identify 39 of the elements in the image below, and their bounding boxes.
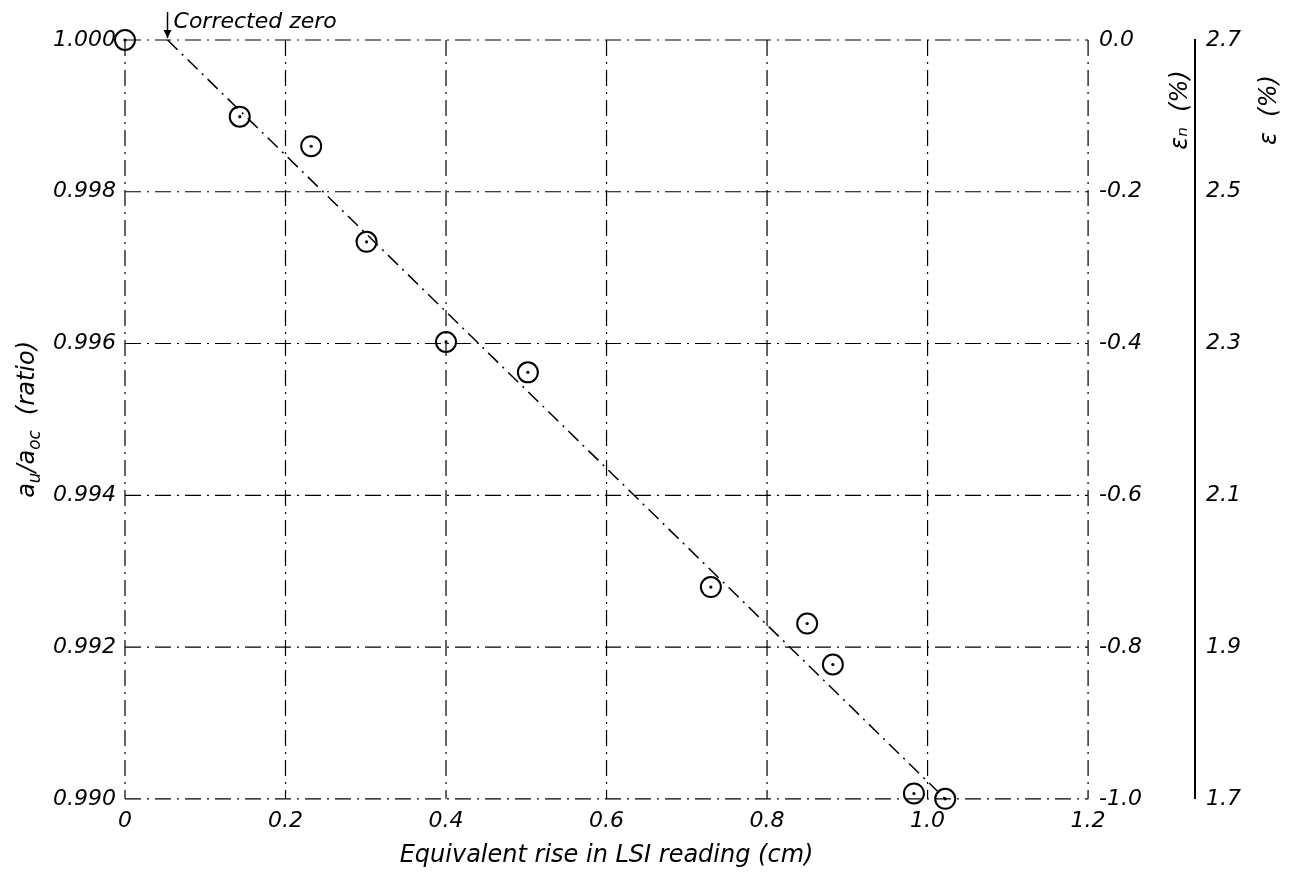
y2-tick-label: -0.8: [1099, 632, 1143, 658]
point: [516, 361, 539, 384]
point: [821, 653, 844, 676]
y3-tick-label: 2.5: [1206, 177, 1242, 203]
y-tick-label: 0.990: [53, 784, 116, 810]
point: [113, 29, 136, 51]
annotation: Corrected zero: [173, 7, 337, 33]
y-tick-label: 0.996: [53, 329, 116, 355]
y-tick-label: 0.992: [53, 632, 116, 658]
y-tick-label: 0.998: [53, 177, 116, 203]
point: [435, 331, 458, 353]
x-axis-title: Equivalent rise in LSI reading (cm): [399, 839, 814, 868]
point: [355, 230, 378, 253]
y3-axis-title: ε (%): [1254, 75, 1283, 145]
y2-axis-title: εₙ (%): [1165, 70, 1194, 150]
y-tick-label: 0.994: [53, 481, 116, 506]
y2-tick-label: -0.6: [1099, 481, 1143, 506]
x-tick-label: 0.2: [268, 806, 303, 832]
x-tick-label: 0.6: [589, 806, 625, 832]
y3-tick-label: 2.3: [1206, 329, 1242, 355]
point: [699, 576, 722, 599]
x-tick-label: 1.0: [910, 806, 946, 832]
point: [796, 612, 819, 635]
y-tick-label: 1.000: [53, 25, 116, 51]
y2-tick-label: 0.0: [1099, 25, 1135, 51]
x-tick-label: 0: [117, 806, 132, 832]
y3-tick-label: 2.7: [1206, 25, 1242, 51]
y3-tick-label: 2.1: [1206, 481, 1242, 506]
x-tick-label: 0.4: [428, 806, 464, 832]
y3-tick-label: 1.7: [1206, 784, 1242, 810]
y2-tick-label: -0.2: [1099, 177, 1143, 203]
y3-tick-label: 1.9: [1206, 632, 1242, 658]
y2-tick-label: -0.4: [1099, 329, 1143, 355]
point: [300, 135, 323, 158]
point: [228, 105, 251, 128]
point: [902, 782, 925, 805]
y-axis-title: au/aoc (ratio): [12, 340, 44, 498]
point: [934, 787, 957, 810]
x-tick-label: 0.8: [749, 806, 785, 832]
